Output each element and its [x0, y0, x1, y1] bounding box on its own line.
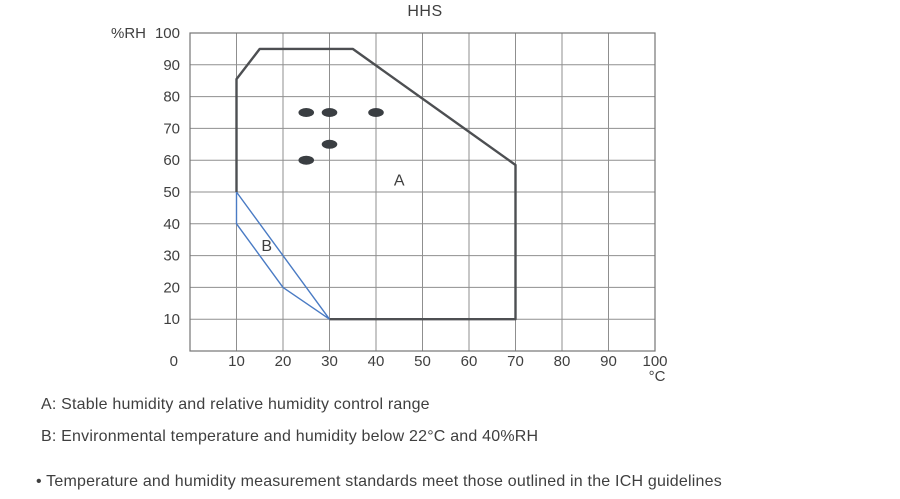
region-b-label: B: [261, 238, 272, 255]
x-tick-label: 20: [275, 353, 292, 370]
x-tick-label: 100: [642, 353, 667, 370]
y-tick-label: 100: [155, 25, 180, 42]
x-tick-label: 0: [170, 353, 178, 370]
data-point: [298, 108, 315, 117]
region-a-label: A: [394, 173, 405, 190]
data-point: [368, 108, 384, 117]
chart-title: HHS: [407, 3, 442, 20]
y-tick-label: 50: [163, 184, 180, 201]
y-axis-unit: %RH: [111, 25, 146, 42]
x-tick-label: 60: [461, 353, 478, 370]
plot-frame: [189, 32, 656, 352]
x-tick-label: 50: [414, 353, 431, 370]
y-tick-label: 30: [163, 248, 180, 265]
x-tick-label: 90: [600, 353, 617, 370]
humidity-temperature-chart: HHS AB0 10 20 30 40 50 60 70 80 90 100°C1020304050…: [111, 3, 668, 385]
y-tick-label: 20: [163, 279, 180, 296]
note-region-b: B: Environmental temperature and humidit…: [41, 428, 539, 445]
data-point: [298, 155, 315, 165]
region-b-outline: [235, 191, 331, 320]
y-tick-label: 10: [163, 311, 180, 328]
x-tick-label: 70: [507, 353, 524, 370]
note-region-a: A: Stable humidity and relative humidity…: [41, 396, 430, 413]
x-tick-label: 80: [554, 353, 571, 370]
x-axis-unit: °C: [649, 368, 666, 385]
x-tick-label: 40: [368, 353, 385, 370]
note-ich-guidelines: • Temperature and humidity measurement s…: [36, 473, 722, 490]
y-tick-label: 90: [163, 57, 180, 74]
plot-area: AB0 10 20 30 40 50 60 70 80 90 100°C10203040506070…: [111, 25, 668, 385]
y-tick-label: 80: [163, 89, 180, 106]
data-point: [321, 108, 338, 117]
x-tick-label: 30: [321, 353, 338, 370]
region-a-outline: [235, 47, 517, 321]
x-tick-label: 10: [228, 353, 245, 370]
y-tick-label: 70: [163, 120, 180, 137]
y-tick-label: 40: [163, 216, 180, 233]
data-point: [321, 139, 338, 149]
y-tick-label: 60: [163, 152, 180, 169]
